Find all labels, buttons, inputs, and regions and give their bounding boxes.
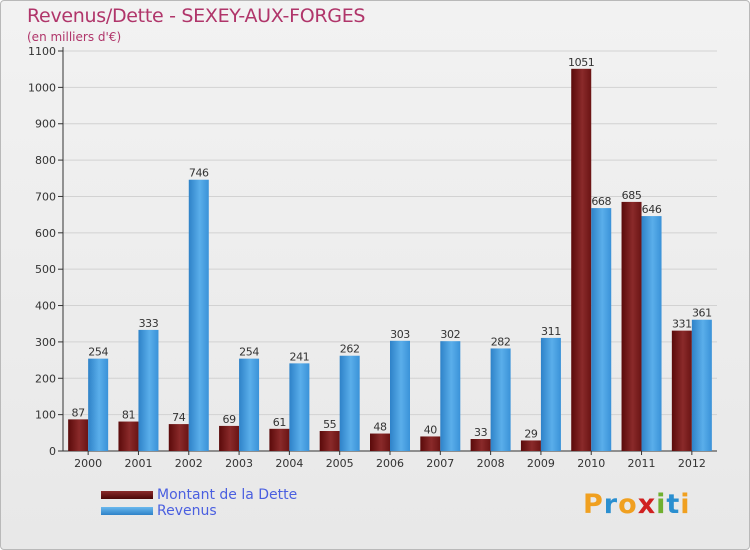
x-tick-label: 2001 <box>124 457 152 470</box>
bar-revenus <box>591 208 612 451</box>
x-tick-label: 2005 <box>326 457 354 470</box>
data-label-dette: 74 <box>172 411 186 424</box>
y-tick-label: 700 <box>35 190 56 203</box>
bar-dette <box>520 440 541 451</box>
logo-letter: i <box>656 489 667 520</box>
bar-dette <box>68 419 89 451</box>
x-tick-label: 2007 <box>426 457 454 470</box>
y-tick-label: 200 <box>35 372 56 385</box>
bar-dette <box>168 424 189 451</box>
logo-letter: x <box>637 489 657 520</box>
y-tick-label: 800 <box>35 154 56 167</box>
bar-revenus <box>691 319 712 451</box>
logo-letter: t <box>666 489 681 520</box>
bar-revenus <box>641 216 662 451</box>
y-tick-label: 1100 <box>28 45 56 58</box>
logo-letter: P <box>583 489 604 520</box>
data-label-dette: 33 <box>474 426 488 439</box>
data-label-revenus: 333 <box>139 317 159 330</box>
x-tick-label: 2009 <box>527 457 555 470</box>
logo-letter: r <box>603 489 619 520</box>
data-label-dette: 331 <box>672 318 692 331</box>
bar-dette <box>470 439 491 451</box>
data-label-dette: 81 <box>122 409 135 422</box>
legend-swatch-dette <box>101 491 153 499</box>
data-label-revenus: 254 <box>88 346 108 359</box>
data-label-dette: 48 <box>373 421 387 434</box>
bar-dette <box>118 421 139 451</box>
bar-revenus <box>540 337 561 451</box>
data-label-revenus: 262 <box>340 343 360 356</box>
y-tick-label: 1000 <box>28 81 56 94</box>
y-tick-label: 0 <box>49 445 56 458</box>
data-label-revenus: 254 <box>239 346 259 359</box>
y-tick-label: 500 <box>35 263 56 276</box>
data-label-revenus: 302 <box>440 328 460 341</box>
bar-revenus <box>88 358 109 451</box>
legend-item-dette: Montant de la Dette <box>101 487 297 503</box>
data-label-dette: 87 <box>72 406 86 419</box>
chart-subtitle: (en milliers d'€) <box>27 30 122 44</box>
bar-dette <box>571 68 592 452</box>
data-label-dette: 55 <box>323 418 337 431</box>
data-label-revenus: 646 <box>642 203 662 216</box>
bar-revenus <box>138 329 159 451</box>
bar-dette <box>671 330 692 451</box>
bar-dette <box>420 436 441 451</box>
data-label-revenus: 241 <box>289 350 309 363</box>
legend-label-dette: Montant de la Dette <box>157 487 298 503</box>
legend-label-revenus: Revenus <box>157 503 217 519</box>
x-tick-label: 2006 <box>376 457 404 470</box>
bar-revenus <box>490 348 511 451</box>
logo-letter: i <box>680 489 691 520</box>
bar-dette <box>319 431 340 451</box>
y-tick-label: 100 <box>35 409 56 422</box>
x-tick-label: 2004 <box>275 457 303 470</box>
data-label-dette: 69 <box>222 413 236 426</box>
x-tick-label: 2003 <box>225 457 253 470</box>
proxiti-logo: Proxiti <box>583 489 691 520</box>
data-label-revenus: 668 <box>591 195 611 208</box>
x-tick-label: 2008 <box>477 457 505 470</box>
bar-revenus <box>339 355 360 451</box>
y-tick-label: 900 <box>35 118 56 131</box>
data-label-dette: 29 <box>524 427 538 440</box>
bar-dette <box>219 425 240 451</box>
y-tick-label: 300 <box>35 336 56 349</box>
legend: Montant de la Dette Revenus <box>101 487 297 519</box>
bar-revenus <box>289 363 310 451</box>
x-tick-label: 2011 <box>628 457 656 470</box>
logo-letter: o <box>618 489 638 520</box>
data-label-dette: 40 <box>424 423 438 436</box>
data-label-revenus: 746 <box>189 167 209 180</box>
y-tick-label: 400 <box>35 300 56 313</box>
data-label-revenus: 361 <box>692 307 712 320</box>
data-label-dette: 1051 <box>568 56 594 69</box>
bar-dette <box>370 433 390 451</box>
y-tick-label: 600 <box>35 227 56 240</box>
bar-revenus <box>239 358 260 451</box>
bar-dette <box>269 428 290 451</box>
x-tick-label: 2010 <box>577 457 605 470</box>
legend-item-revenus: Revenus <box>101 503 297 519</box>
x-tick-label: 2002 <box>175 457 203 470</box>
legend-swatch-revenus <box>101 507 153 515</box>
bar-revenus <box>390 340 410 451</box>
chart-title: Revenus/Dette - SEXEY-AUX-FORGES <box>27 5 366 27</box>
data-label-revenus: 282 <box>491 335 511 348</box>
data-label-dette: 61 <box>273 416 286 429</box>
bar-revenus <box>440 341 461 451</box>
bar-dette <box>621 201 642 451</box>
data-label-revenus: 303 <box>390 328 410 341</box>
data-label-revenus: 311 <box>541 325 561 338</box>
x-tick-label: 2012 <box>678 457 706 470</box>
bar-revenus <box>188 179 209 451</box>
data-label-dette: 685 <box>622 189 642 202</box>
x-tick-label: 2000 <box>74 457 102 470</box>
